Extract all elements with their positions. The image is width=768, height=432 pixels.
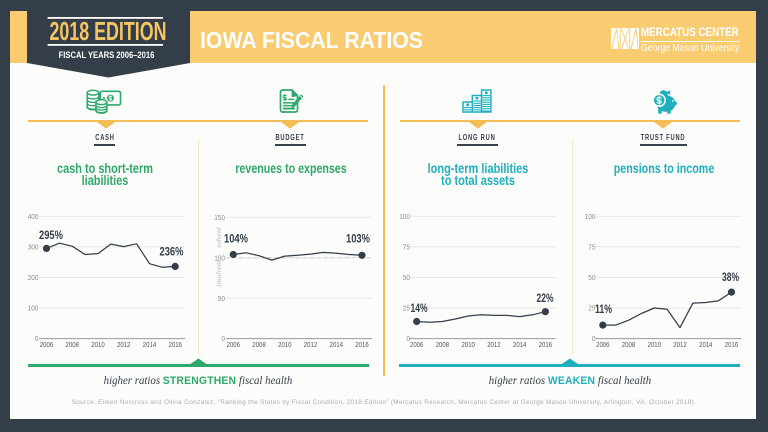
svg-text:22%: 22%	[537, 293, 554, 305]
svg-text:75: 75	[588, 243, 595, 252]
svg-text:11%: 11%	[595, 304, 612, 316]
svg-text:100: 100	[585, 212, 596, 221]
svg-text:2006: 2006	[40, 340, 53, 349]
svg-text:2016: 2016	[725, 340, 738, 349]
svg-text:75: 75	[403, 243, 410, 252]
svg-text:2006: 2006	[410, 340, 423, 349]
svg-text:25: 25	[588, 304, 595, 313]
svg-text:100: 100	[214, 253, 225, 262]
svg-text:2012: 2012	[117, 340, 130, 349]
svg-text:50: 50	[218, 294, 225, 303]
svg-text:300: 300	[28, 243, 39, 252]
svg-text:295%: 295%	[39, 230, 63, 242]
svg-text:50: 50	[403, 273, 410, 282]
svg-text:0: 0	[406, 334, 410, 343]
svg-text:2010: 2010	[648, 340, 661, 349]
svg-text:236%: 236%	[160, 247, 184, 259]
svg-text:2014: 2014	[699, 340, 712, 349]
svg-text:0: 0	[35, 334, 39, 343]
svg-text:2014: 2014	[330, 340, 343, 349]
svg-text:2014: 2014	[513, 340, 526, 349]
svg-text:2016: 2016	[169, 340, 182, 349]
svg-text:2010: 2010	[462, 340, 475, 349]
svg-text:2008: 2008	[252, 340, 265, 349]
svg-text:2008: 2008	[436, 340, 449, 349]
svg-text:100: 100	[399, 212, 410, 221]
svg-text:100: 100	[28, 304, 39, 313]
svg-text:14%: 14%	[411, 303, 428, 315]
svg-text:0: 0	[221, 334, 225, 343]
svg-text:38%: 38%	[722, 272, 739, 284]
svg-text:2008: 2008	[66, 340, 79, 349]
svg-text:2016: 2016	[355, 340, 368, 349]
svg-text:2006: 2006	[227, 340, 240, 349]
svg-text:2016: 2016	[539, 340, 552, 349]
svg-text:2012: 2012	[673, 340, 686, 349]
svg-text:solvent: solvent	[214, 226, 223, 248]
svg-text:400: 400	[28, 212, 39, 221]
svg-text:insolvent: insolvent	[214, 259, 223, 286]
svg-text:50: 50	[588, 273, 595, 282]
svg-text:2006: 2006	[596, 340, 609, 349]
svg-text:2012: 2012	[487, 340, 500, 349]
svg-text:103%: 103%	[346, 234, 370, 246]
svg-text:0: 0	[592, 334, 596, 343]
svg-text:2008: 2008	[622, 340, 635, 349]
svg-text:200: 200	[28, 273, 39, 282]
svg-text:2014: 2014	[143, 340, 156, 349]
svg-text:2010: 2010	[278, 340, 291, 349]
svg-text:2010: 2010	[91, 340, 104, 349]
svg-text:2012: 2012	[304, 340, 317, 349]
svg-text:25: 25	[403, 304, 410, 313]
svg-text:150: 150	[214, 213, 225, 222]
svg-text:104%: 104%	[224, 234, 248, 246]
